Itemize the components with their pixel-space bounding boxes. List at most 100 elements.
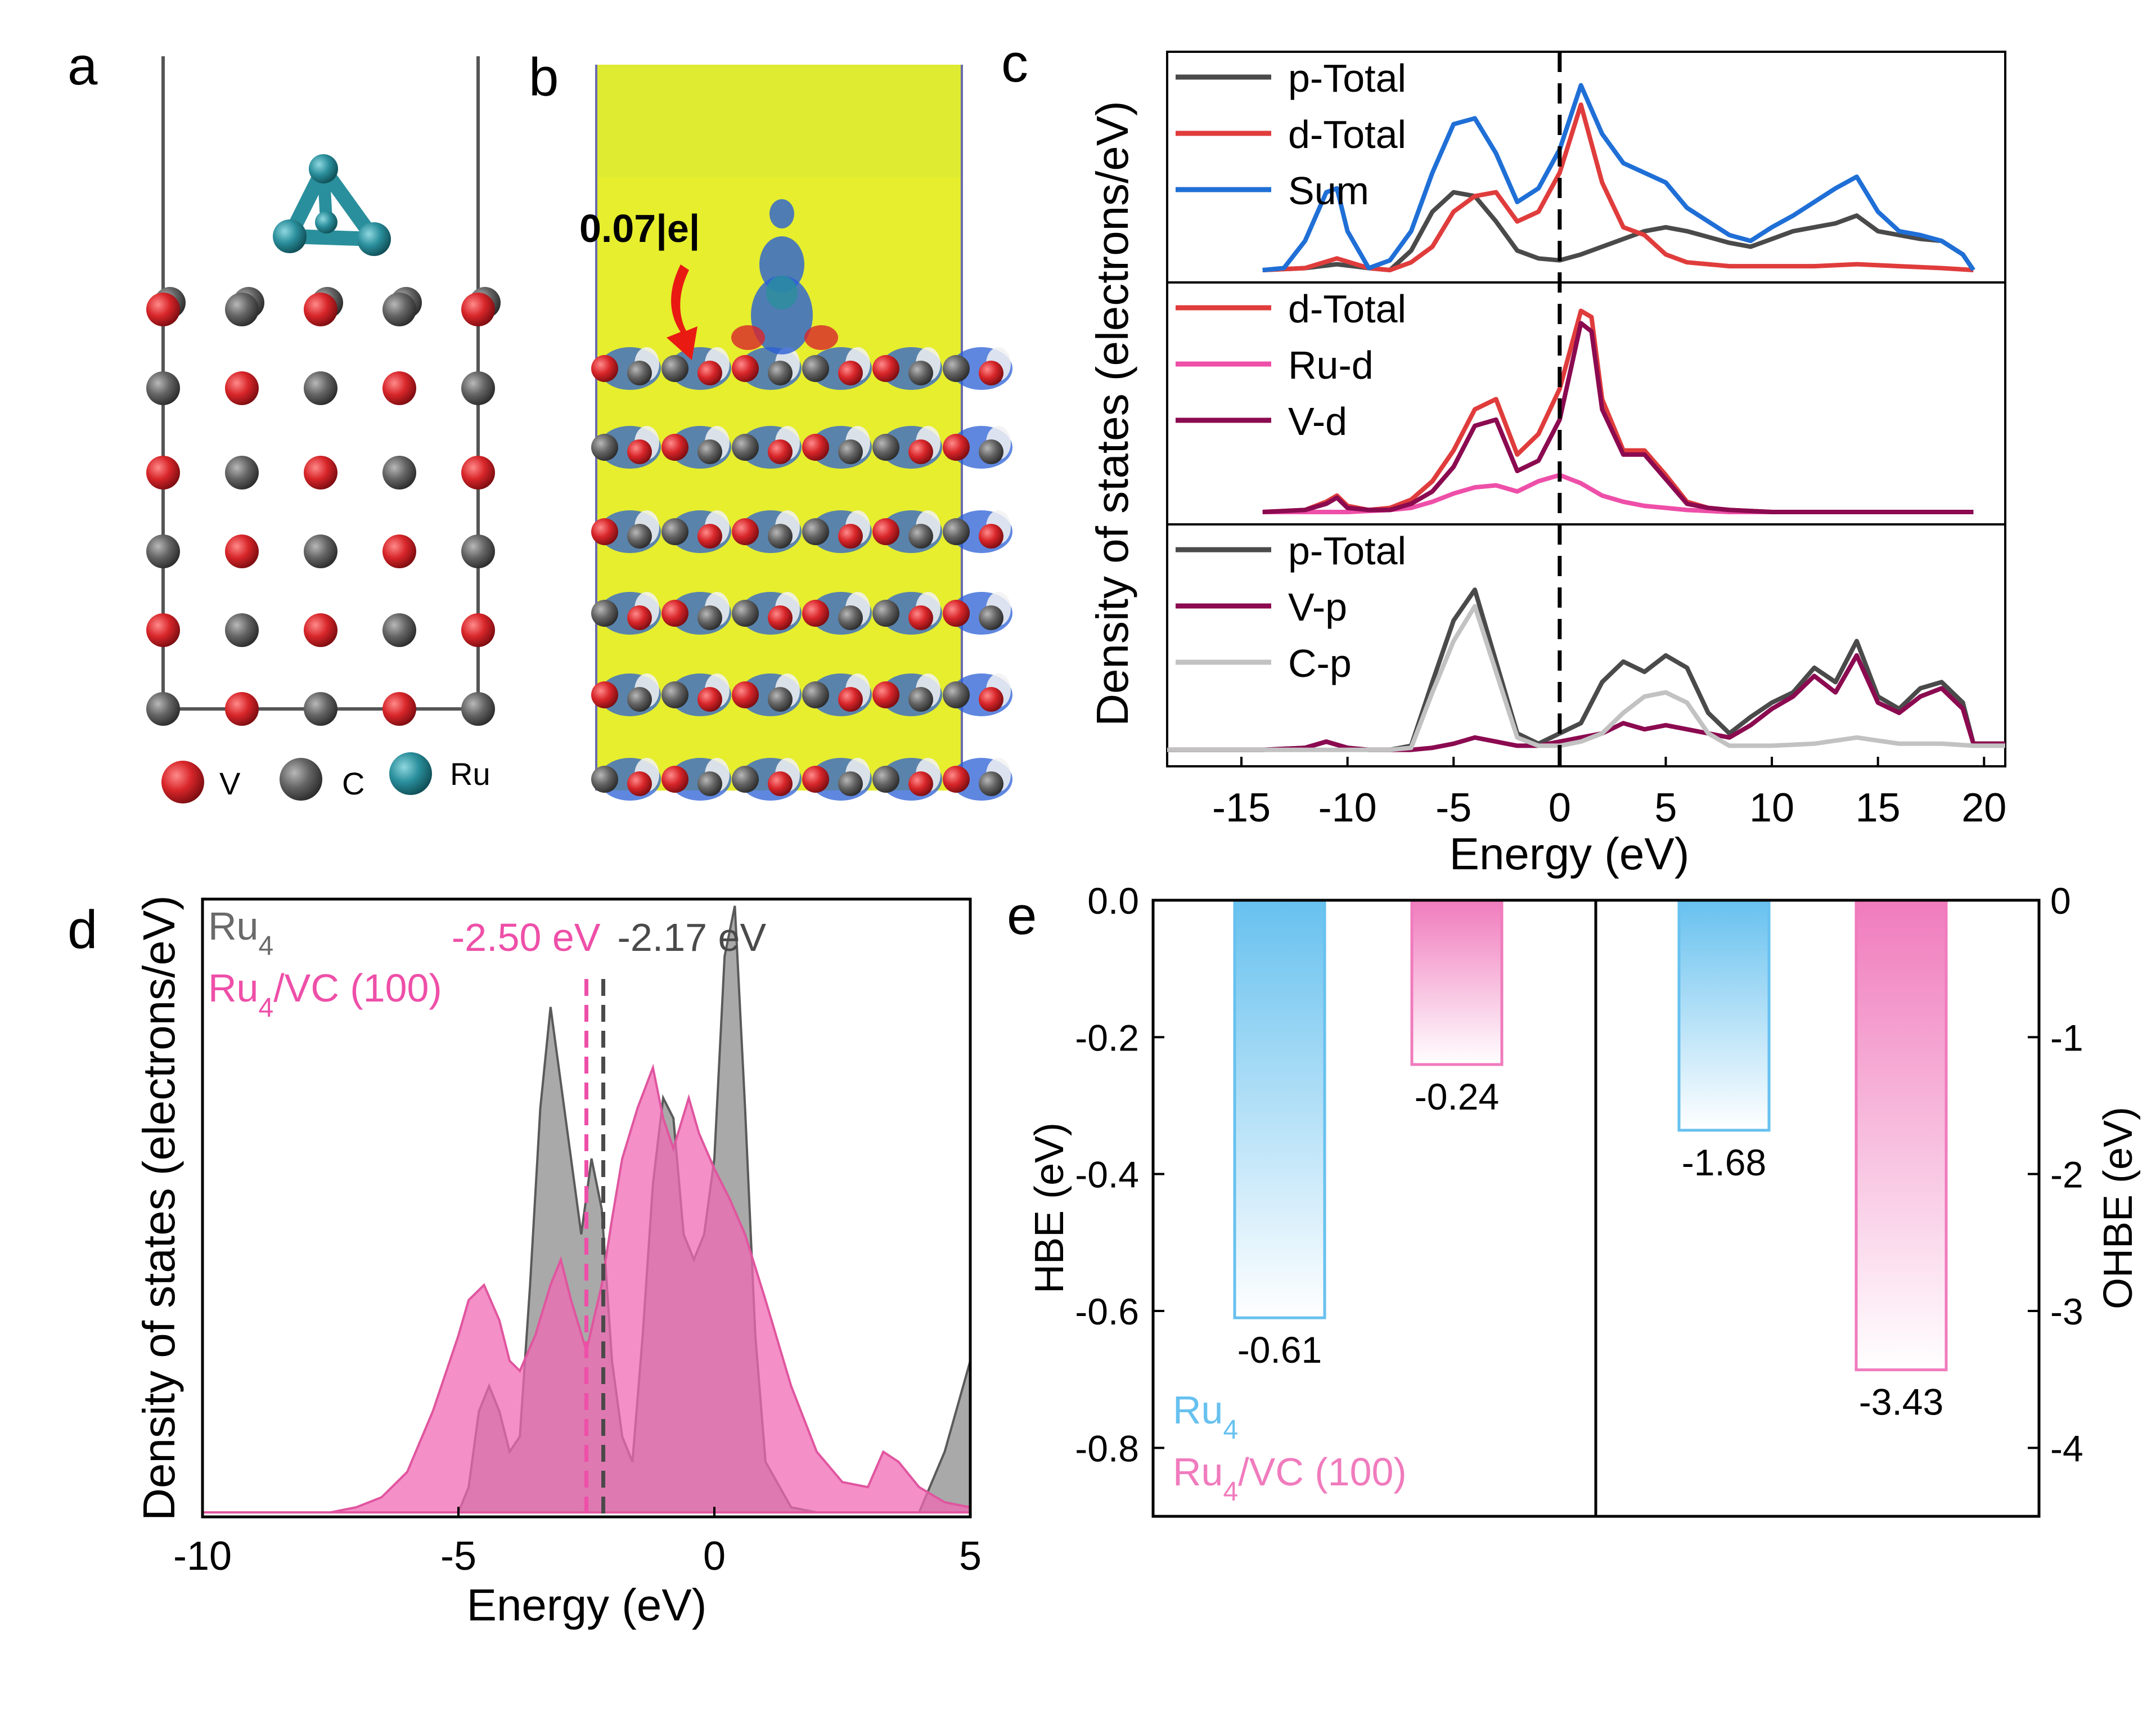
legend-label-c: C bbox=[342, 766, 364, 801]
v-atom bbox=[627, 605, 652, 630]
v-atom bbox=[768, 605, 793, 630]
x-tick-label: 15 bbox=[1856, 785, 1901, 830]
c-atom bbox=[697, 771, 722, 796]
v-atom bbox=[943, 600, 970, 627]
v-atom bbox=[382, 692, 416, 726]
legend-label: p-Total bbox=[1288, 56, 1406, 100]
v-atom bbox=[697, 361, 722, 385]
c-atom bbox=[304, 692, 337, 726]
c-atom bbox=[802, 355, 829, 382]
v-atom bbox=[802, 434, 829, 461]
c-atom bbox=[872, 434, 899, 461]
c-atom bbox=[591, 766, 618, 793]
c-atom bbox=[591, 600, 618, 627]
v-atom bbox=[146, 456, 180, 490]
x-tick-label: 5 bbox=[1654, 785, 1677, 830]
y-tick-label: -1 bbox=[2050, 1017, 2083, 1058]
panel-label-d: d bbox=[67, 900, 97, 960]
v-atom bbox=[979, 524, 1003, 549]
panel-label-e: e bbox=[1007, 886, 1037, 946]
x-tick-label: 5 bbox=[959, 1534, 982, 1579]
y-tick-label: -0.4 bbox=[1075, 1154, 1139, 1196]
bar-value-label: -0.24 bbox=[1415, 1076, 1499, 1117]
c-atom bbox=[768, 524, 793, 549]
v-atom bbox=[872, 681, 899, 708]
v-atom bbox=[768, 439, 793, 464]
v-atom-legend-icon bbox=[161, 761, 204, 803]
v-atom bbox=[943, 766, 970, 793]
legend-label: d-Total bbox=[1288, 113, 1406, 156]
v-atom bbox=[802, 600, 829, 627]
v-atom bbox=[382, 371, 416, 405]
c-atom bbox=[872, 766, 899, 793]
y-tick-label: -0.8 bbox=[1075, 1427, 1139, 1469]
c-atom bbox=[382, 293, 416, 326]
x-tick-label: -5 bbox=[1435, 785, 1471, 830]
legend-label-v: V bbox=[219, 766, 241, 801]
legend-label: Ru-d bbox=[1288, 343, 1374, 387]
c-atom bbox=[802, 681, 829, 708]
c-atom bbox=[661, 518, 688, 545]
v-atom bbox=[838, 687, 863, 712]
legend-label: Ru4 bbox=[1173, 1388, 1238, 1445]
v-atom bbox=[838, 361, 863, 385]
d-band-center-label: -2.50 eV bbox=[452, 915, 601, 959]
axes-e: 0.0 -0.2 -0.4 -0.6 -0.8 0 -1 -2 -3 -4 bbox=[1075, 880, 2083, 1469]
legend-label: d-Total bbox=[1288, 287, 1406, 331]
dos-line-d-total bbox=[1262, 102, 1974, 272]
c-atom bbox=[697, 605, 722, 630]
ru-atom-legend-icon bbox=[389, 752, 432, 795]
v-atom bbox=[697, 687, 722, 712]
v-atom bbox=[304, 613, 337, 647]
charge-transfer-label: 0.07|e| bbox=[579, 206, 700, 251]
c-atom bbox=[908, 687, 933, 712]
v-atom bbox=[461, 293, 495, 326]
charge-transfer-arrow-icon bbox=[667, 264, 697, 360]
cluster-isosurface bbox=[804, 325, 838, 350]
legend-label-ru: Ru bbox=[450, 756, 490, 792]
v-atom bbox=[802, 766, 829, 793]
bar-value-label: -1.68 bbox=[1682, 1142, 1766, 1183]
v-atom bbox=[461, 613, 495, 647]
y-axis-label-d: Density of states (electrons/eV) bbox=[134, 895, 184, 1521]
c-atom bbox=[627, 687, 652, 712]
atom-legend: V C Ru bbox=[161, 752, 490, 803]
c-atom bbox=[943, 518, 970, 545]
d-band-centers: -2.50 eV -2.17 eV bbox=[452, 915, 766, 1517]
v-atom bbox=[732, 518, 759, 545]
c-atom bbox=[225, 293, 259, 326]
y-tick-label: -3 bbox=[2050, 1291, 2083, 1332]
c-atom bbox=[697, 439, 722, 464]
dos-line-sum bbox=[1262, 83, 1975, 272]
v-atom bbox=[591, 518, 618, 545]
v-atom bbox=[627, 771, 652, 796]
c-atom bbox=[979, 439, 1003, 464]
legend-label: V-p bbox=[1288, 585, 1347, 629]
v-atom bbox=[146, 613, 180, 647]
x-axis-c: -15 -10 -5 0 5 10 15 20 bbox=[1212, 757, 2006, 830]
c-atom bbox=[461, 535, 495, 568]
legend-label: p-Total bbox=[1288, 529, 1406, 573]
v-atom bbox=[979, 687, 1003, 712]
v-atom bbox=[943, 434, 970, 461]
c-atom bbox=[304, 371, 337, 405]
panel-label-b: b bbox=[529, 47, 559, 107]
y-tick-label: -4 bbox=[2050, 1427, 2083, 1469]
ru-atom bbox=[273, 219, 307, 253]
c-atom bbox=[661, 355, 688, 382]
charge-density-panel-b: 0.07|e| bbox=[579, 65, 1012, 801]
dos-line-ru-d bbox=[1262, 473, 1974, 514]
ru-atom bbox=[309, 154, 338, 183]
c-atom bbox=[943, 355, 970, 382]
dos-series-c bbox=[1167, 83, 2005, 752]
v-atom bbox=[908, 439, 933, 464]
c-atom bbox=[908, 361, 933, 385]
x-tick-label: 10 bbox=[1749, 785, 1794, 830]
c-atom bbox=[225, 613, 259, 647]
c-atom bbox=[979, 605, 1003, 630]
bar-value-label: -0.61 bbox=[1237, 1329, 1322, 1371]
c-atom bbox=[146, 692, 180, 726]
c-atom bbox=[661, 681, 688, 708]
